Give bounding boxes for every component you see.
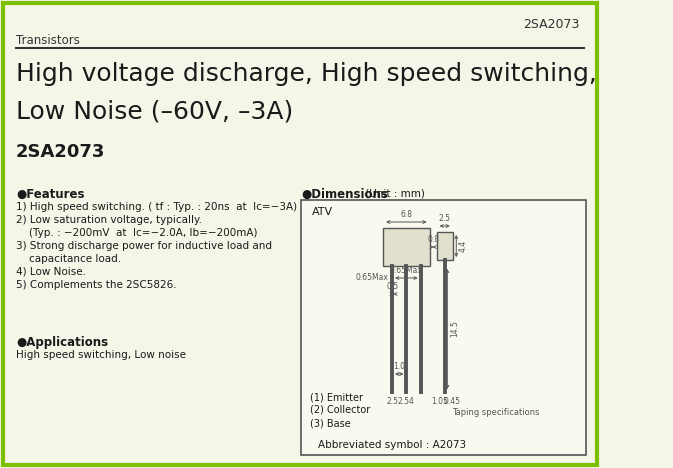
Text: Low Noise (–60V, –3A): Low Noise (–60V, –3A) bbox=[16, 100, 293, 124]
Text: 4.4: 4.4 bbox=[459, 240, 468, 252]
Text: ●Applications: ●Applications bbox=[16, 336, 108, 349]
Text: High voltage discharge, High speed switching,: High voltage discharge, High speed switc… bbox=[16, 62, 597, 86]
Text: Taping specifications: Taping specifications bbox=[452, 408, 539, 417]
Text: (Typ. : −200mV  at  Ic=−2.0A, Ib=−200mA): (Typ. : −200mV at Ic=−2.0A, Ib=−200mA) bbox=[16, 228, 258, 238]
Text: 2) Low saturation voltage, typically.: 2) Low saturation voltage, typically. bbox=[16, 215, 202, 225]
Text: 0.8: 0.8 bbox=[427, 235, 439, 244]
Text: 1.05: 1.05 bbox=[431, 397, 448, 406]
Text: High speed switching, Low noise: High speed switching, Low noise bbox=[16, 350, 186, 360]
Text: (1) Emitter: (1) Emitter bbox=[310, 392, 363, 402]
Text: capacitance load.: capacitance load. bbox=[16, 254, 121, 264]
Bar bbox=[383, 228, 429, 266]
Text: 1.0: 1.0 bbox=[393, 362, 405, 371]
Text: ATV: ATV bbox=[312, 207, 333, 217]
Text: 6.8: 6.8 bbox=[400, 210, 413, 219]
Text: 14.5: 14.5 bbox=[450, 321, 459, 337]
Text: Abbreviated symbol : A2073: Abbreviated symbol : A2073 bbox=[318, 440, 466, 450]
Text: 3) Strong discharge power for inductive load and: 3) Strong discharge power for inductive … bbox=[16, 241, 272, 251]
Text: 2.5: 2.5 bbox=[386, 397, 398, 406]
Text: (Unit : mm): (Unit : mm) bbox=[362, 188, 425, 198]
Text: (2) Collector: (2) Collector bbox=[310, 405, 370, 415]
Text: 2.54: 2.54 bbox=[398, 397, 415, 406]
Text: Transistors: Transistors bbox=[16, 34, 80, 47]
Bar bbox=[302, 200, 586, 455]
Text: 2SA2073: 2SA2073 bbox=[523, 18, 579, 31]
Text: 1) High speed switching. ( tf : Typ. : 20ns  at  Ic=−3A): 1) High speed switching. ( tf : Typ. : 2… bbox=[16, 202, 297, 212]
Text: 0.65Max: 0.65Max bbox=[390, 266, 423, 275]
Bar bbox=[437, 232, 453, 260]
Text: ●Features: ●Features bbox=[16, 188, 85, 201]
Text: 5) Complements the 2SC5826.: 5) Complements the 2SC5826. bbox=[16, 280, 177, 290]
Text: ●Dimensions: ●Dimensions bbox=[302, 188, 388, 201]
Text: (3) Base: (3) Base bbox=[310, 418, 351, 428]
Text: 0.5: 0.5 bbox=[386, 282, 398, 291]
Text: 4) Low Noise.: 4) Low Noise. bbox=[16, 267, 86, 277]
Text: 0.65Max: 0.65Max bbox=[355, 273, 388, 283]
Text: 2.5: 2.5 bbox=[439, 214, 451, 223]
Text: 2SA2073: 2SA2073 bbox=[16, 143, 106, 161]
Text: 0.45: 0.45 bbox=[444, 397, 460, 406]
